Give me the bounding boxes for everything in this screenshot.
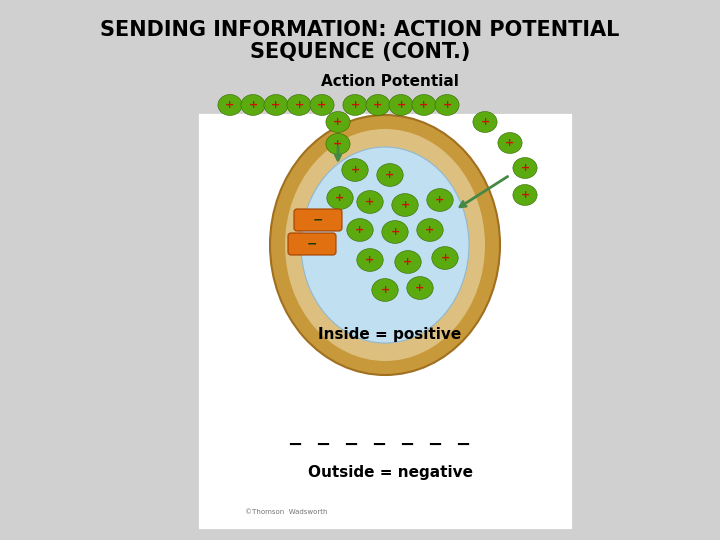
Ellipse shape: [366, 94, 390, 116]
Text: +: +: [271, 100, 281, 110]
Text: +: +: [521, 190, 530, 200]
Text: +: +: [365, 255, 374, 265]
Text: +: +: [390, 227, 400, 237]
Text: Action Potential: Action Potential: [321, 75, 459, 90]
Ellipse shape: [513, 158, 537, 178]
Ellipse shape: [310, 94, 334, 116]
Text: −: −: [372, 436, 387, 454]
Ellipse shape: [382, 221, 408, 244]
Text: +: +: [442, 100, 451, 110]
Text: −: −: [312, 213, 323, 226]
Ellipse shape: [218, 94, 242, 116]
FancyBboxPatch shape: [294, 209, 342, 231]
Ellipse shape: [432, 247, 458, 269]
Text: +: +: [333, 117, 343, 127]
Text: +: +: [318, 100, 327, 110]
Ellipse shape: [343, 94, 367, 116]
Text: Inside = positive: Inside = positive: [318, 327, 462, 342]
Text: +: +: [441, 253, 449, 263]
Text: +: +: [336, 193, 345, 203]
Ellipse shape: [407, 276, 433, 299]
Text: −: −: [343, 436, 359, 454]
Text: SENDING INFORMATION: ACTION POTENTIAL: SENDING INFORMATION: ACTION POTENTIAL: [100, 20, 620, 40]
Text: −: −: [287, 436, 302, 454]
Text: +: +: [380, 285, 390, 295]
Ellipse shape: [357, 191, 383, 213]
Ellipse shape: [326, 133, 350, 154]
Text: ©Thomson  Wadsworth: ©Thomson Wadsworth: [245, 509, 328, 515]
Text: +: +: [248, 100, 258, 110]
Text: +: +: [351, 100, 359, 110]
Text: +: +: [294, 100, 304, 110]
Text: −: −: [456, 436, 471, 454]
Ellipse shape: [264, 94, 288, 116]
Text: +: +: [426, 225, 435, 235]
Ellipse shape: [435, 94, 459, 116]
Ellipse shape: [342, 159, 368, 181]
Ellipse shape: [417, 219, 444, 241]
Ellipse shape: [389, 94, 413, 116]
Text: +: +: [356, 225, 364, 235]
Ellipse shape: [412, 94, 436, 116]
Text: −: −: [400, 436, 415, 454]
Ellipse shape: [498, 132, 522, 153]
Text: SEQUENCE (CONT.): SEQUENCE (CONT.): [250, 42, 470, 62]
Ellipse shape: [270, 115, 500, 375]
Text: +: +: [333, 139, 343, 149]
Text: +: +: [374, 100, 382, 110]
Ellipse shape: [326, 112, 350, 132]
Text: +: +: [505, 138, 515, 148]
Text: +: +: [403, 257, 413, 267]
Ellipse shape: [392, 194, 418, 217]
Text: +: +: [436, 195, 445, 205]
Text: +: +: [521, 163, 530, 173]
Ellipse shape: [395, 251, 421, 273]
Ellipse shape: [377, 164, 403, 186]
Ellipse shape: [285, 129, 485, 361]
Text: +: +: [365, 197, 374, 207]
FancyBboxPatch shape: [288, 233, 336, 255]
Ellipse shape: [241, 94, 265, 116]
Ellipse shape: [287, 94, 311, 116]
Ellipse shape: [301, 147, 469, 343]
Text: +: +: [385, 170, 395, 180]
Text: Outside = negative: Outside = negative: [307, 464, 472, 480]
Text: +: +: [480, 117, 490, 127]
Ellipse shape: [473, 112, 497, 132]
Text: +: +: [397, 100, 405, 110]
Ellipse shape: [327, 187, 354, 210]
Ellipse shape: [357, 248, 383, 272]
Text: +: +: [415, 283, 425, 293]
Text: +: +: [225, 100, 235, 110]
Text: −: −: [428, 436, 443, 454]
Text: +: +: [400, 200, 410, 210]
Ellipse shape: [372, 279, 398, 301]
Ellipse shape: [427, 188, 453, 211]
Text: −: −: [307, 238, 318, 251]
Text: +: +: [351, 165, 359, 175]
Text: +: +: [419, 100, 428, 110]
Text: −: −: [315, 436, 330, 454]
Ellipse shape: [347, 219, 373, 241]
Ellipse shape: [513, 185, 537, 205]
